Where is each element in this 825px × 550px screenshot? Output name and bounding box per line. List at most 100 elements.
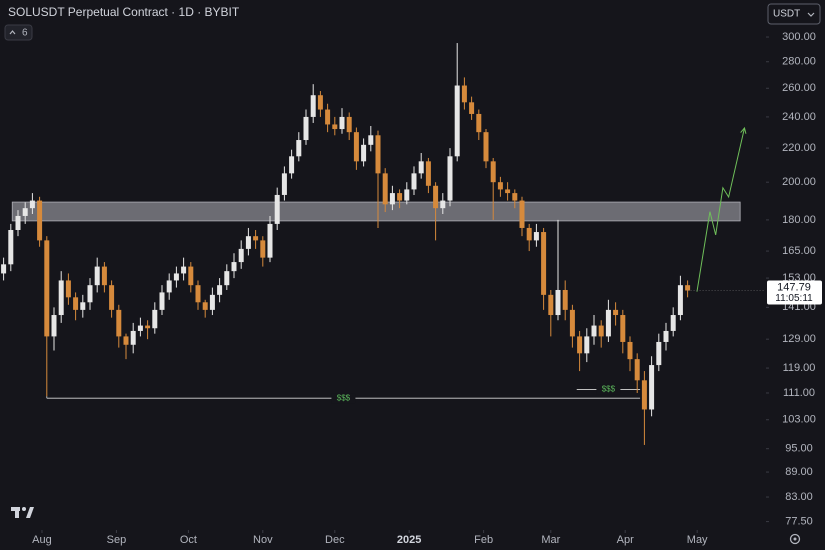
candle-body — [253, 236, 259, 241]
y-tick-label: 83.00 — [785, 491, 813, 503]
y-tick-label: 119.00 — [783, 362, 816, 374]
settings-icon-center — [793, 537, 797, 541]
candle-body — [29, 200, 35, 209]
candle-body — [368, 135, 374, 145]
candle-body — [80, 302, 86, 310]
candle-body — [541, 232, 547, 295]
candle-body — [303, 116, 309, 141]
logo-part — [26, 507, 34, 518]
y-tick-label: 280.00 — [782, 56, 816, 68]
candle-body — [569, 309, 575, 337]
candle-body — [353, 132, 359, 162]
candle-body — [317, 95, 323, 110]
x-tick-label: May — [687, 534, 708, 546]
candle-body — [656, 341, 662, 366]
candle-body — [663, 330, 669, 342]
y-tick-label: 220.00 — [782, 142, 816, 154]
candle-body — [15, 215, 21, 230]
x-tick-label: Apr — [617, 534, 634, 546]
candle-body — [591, 325, 597, 337]
y-tick-label: 260.00 — [782, 82, 816, 94]
x-tick-label: Feb — [474, 534, 493, 546]
last-price: 147.79 — [777, 281, 811, 293]
candle-body — [73, 297, 79, 310]
candle-body — [533, 232, 539, 241]
projection-path — [696, 127, 745, 292]
candle-body — [454, 85, 460, 157]
indicator-count: 6 — [22, 28, 28, 39]
indicator-chip[interactable] — [4, 24, 33, 41]
candle-body — [325, 109, 331, 125]
liquidity-label-bg — [596, 384, 621, 395]
currency-label: USDT — [773, 9, 800, 20]
candle-body — [598, 325, 604, 337]
candle-body — [404, 189, 410, 201]
tradingview-logo — [11, 507, 34, 518]
candle-body — [512, 193, 518, 201]
candle-body — [418, 161, 424, 174]
candle-body — [433, 185, 439, 209]
candle-body — [109, 285, 115, 310]
countdown: 11:05:11 — [775, 293, 813, 304]
candle-body — [605, 309, 611, 337]
candle-body — [577, 336, 583, 354]
last-price-box — [767, 280, 822, 305]
candle-body — [447, 156, 453, 201]
currency-button[interactable] — [767, 3, 821, 25]
candle-body — [397, 193, 403, 201]
y-tick-label: 95.00 — [785, 443, 813, 455]
candle-body — [483, 132, 489, 162]
candle-body — [159, 292, 165, 310]
candle-body — [137, 325, 143, 331]
candle-body — [677, 285, 683, 316]
candle-body — [281, 173, 287, 195]
x-tick-label: Aug — [32, 534, 52, 546]
logo-part — [22, 507, 26, 511]
y-tick-label: 103.00 — [782, 414, 816, 426]
candle-body — [231, 262, 237, 272]
candle-body — [685, 285, 691, 291]
candle-body — [260, 240, 266, 258]
candle-body — [274, 194, 280, 224]
candle-body — [245, 236, 251, 249]
candle-body — [469, 102, 475, 114]
candle-body — [296, 140, 302, 157]
candle-body — [217, 285, 223, 295]
candle-body — [152, 309, 158, 329]
candle-body — [490, 161, 496, 183]
candle-body — [505, 189, 511, 194]
y-tick-label: 165.00 — [782, 245, 816, 257]
candle-body — [634, 359, 640, 381]
candle-body — [555, 289, 561, 316]
candle-body — [101, 266, 107, 286]
candle-body — [361, 144, 367, 162]
y-tick-label: 77.50 — [785, 515, 813, 527]
x-tick-label: Dec — [325, 534, 345, 546]
y-tick-label: 111.00 — [783, 387, 815, 399]
liquidity-label: $$$ — [602, 385, 616, 394]
candle-body — [440, 200, 446, 209]
candle-body — [526, 227, 532, 241]
candle-body — [389, 193, 395, 205]
plot-area: $$$ $$$ — [1, 36, 769, 533]
settings-icon[interactable] — [789, 533, 801, 545]
candle-body — [289, 156, 295, 174]
supply-zone — [11, 201, 741, 222]
candle-body — [641, 380, 647, 410]
candle-body — [58, 280, 64, 316]
candle-body — [8, 229, 14, 265]
candle-body — [65, 280, 71, 298]
candle-body — [123, 336, 129, 345]
candle-body — [130, 330, 136, 345]
candle-body — [476, 113, 482, 133]
candle-body — [1, 264, 7, 274]
x-tick-label: Nov — [253, 534, 273, 546]
candle-body — [649, 365, 655, 410]
candle-body — [188, 266, 194, 286]
y-tick-label: 300.00 — [782, 31, 816, 43]
candle-body — [44, 240, 50, 337]
candle-body — [519, 200, 525, 228]
y-tick-label: 129.00 — [782, 333, 816, 345]
